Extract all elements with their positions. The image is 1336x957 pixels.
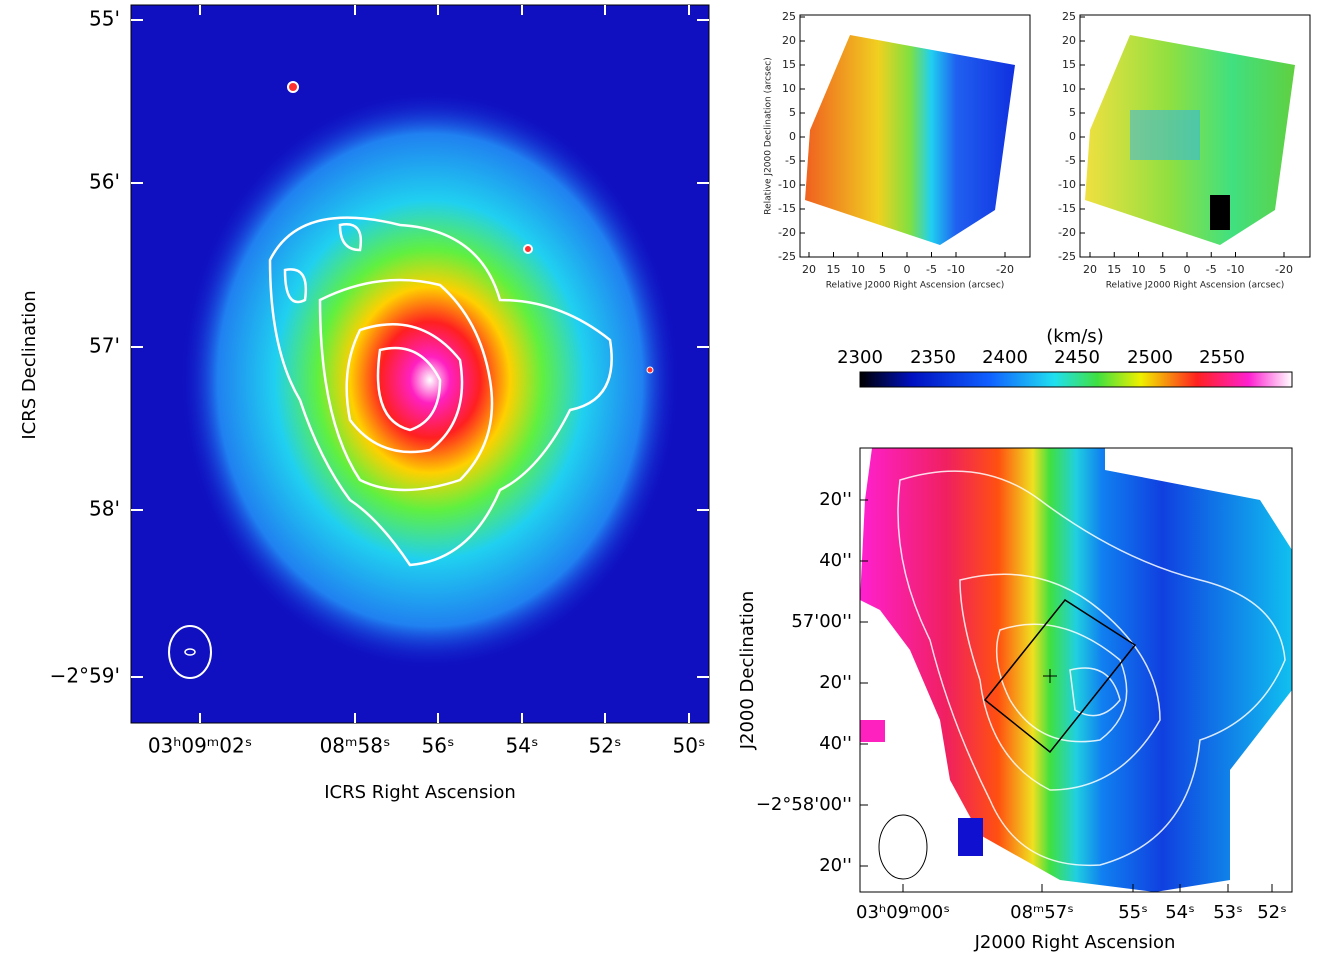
y-tick-label: −2°58'00'' bbox=[756, 794, 852, 815]
y-tick-label: 20'' bbox=[819, 855, 852, 876]
x-axis-label: Relative J2000 Right Ascension (arcsec) bbox=[1106, 281, 1285, 291]
beam bbox=[168, 625, 212, 679]
x-tick-label: 56ˢ bbox=[422, 734, 455, 758]
y-tick-label: 56' bbox=[89, 170, 120, 194]
y-tick-label: -5 bbox=[1065, 154, 1076, 167]
x-tick-label: 54ˢ bbox=[506, 734, 539, 758]
x-axis-label: J2000 Right Ascension bbox=[974, 932, 1176, 953]
x-tick-label: 03ʰ09ᵐ00ˢ bbox=[856, 902, 950, 923]
colorbar bbox=[859, 371, 1293, 388]
y-axis-label: J2000 Declination bbox=[737, 591, 758, 751]
star bbox=[523, 244, 533, 254]
x-tick-label: 03ʰ09ᵐ02ˢ bbox=[148, 734, 252, 758]
y-tick-label: -20 bbox=[1058, 226, 1076, 239]
x-tick-label: 53ˢ bbox=[1213, 902, 1243, 923]
y-tick-label: -20 bbox=[778, 226, 796, 239]
panel-frame bbox=[799, 14, 1031, 258]
y-tick-label: 57' bbox=[89, 334, 120, 358]
colorbar-tick-label: 2500 bbox=[1127, 347, 1173, 368]
x-tick-label: 55ˢ bbox=[1118, 902, 1148, 923]
y-tick-label: 10 bbox=[782, 82, 796, 95]
y-tick-label: 25 bbox=[1062, 10, 1076, 23]
y-tick-label: 57'00'' bbox=[791, 611, 852, 632]
x-tick-label: 15 bbox=[827, 263, 841, 276]
y-tick-label: 40'' bbox=[819, 550, 852, 571]
star bbox=[646, 366, 654, 374]
field-outline bbox=[983, 599, 1137, 754]
y-tick-label: 15 bbox=[782, 58, 796, 71]
x-axis-label: Relative J2000 Right Ascension (arcsec) bbox=[826, 281, 1005, 291]
x-tick-label: 52ˢ bbox=[1257, 902, 1287, 923]
y-tick-label: 0 bbox=[1069, 130, 1076, 143]
panel-frame bbox=[1079, 14, 1311, 258]
x-tick-label: 15 bbox=[1107, 263, 1121, 276]
x-tick-label: 5 bbox=[879, 263, 886, 276]
y-tick-label: 20 bbox=[1062, 34, 1076, 47]
beam-inner bbox=[184, 648, 196, 656]
x-tick-label: 08ᵐ57ˢ bbox=[1010, 902, 1074, 923]
y-tick-label: 5 bbox=[1069, 106, 1076, 119]
y-tick-label: -5 bbox=[785, 154, 796, 167]
x-tick-label: 20 bbox=[802, 263, 816, 276]
y-tick-label: -25 bbox=[1058, 250, 1076, 263]
x-tick-label: -10 bbox=[1227, 263, 1245, 276]
y-tick-label: -10 bbox=[1058, 178, 1076, 191]
y-tick-label: 20 bbox=[782, 34, 796, 47]
x-tick-label: -5 bbox=[1206, 263, 1217, 276]
x-tick-label: -20 bbox=[1275, 263, 1293, 276]
pixel bbox=[860, 720, 885, 742]
pixel bbox=[958, 818, 983, 856]
colorbar-tick-label: 2350 bbox=[910, 347, 956, 368]
x-tick-label: 5 bbox=[1159, 263, 1166, 276]
y-tick-label: -15 bbox=[1058, 202, 1076, 215]
x-tick-label: 0 bbox=[1184, 263, 1191, 276]
colorbar-unit: (km/s) bbox=[1046, 326, 1103, 347]
y-tick-label: 40'' bbox=[819, 733, 852, 754]
colorbar-tick-label: 2450 bbox=[1054, 347, 1100, 368]
x-tick-label: -20 bbox=[996, 263, 1014, 276]
y-tick-label: -10 bbox=[778, 178, 796, 191]
y-tick-label: 15 bbox=[1062, 58, 1076, 71]
x-tick-label: 10 bbox=[851, 263, 865, 276]
y-tick-label: 25 bbox=[782, 10, 796, 23]
y-tick-label: −2°59' bbox=[50, 664, 120, 688]
galaxy bbox=[180, 90, 680, 670]
x-tick-label: -10 bbox=[947, 263, 965, 276]
y-tick-label: 20'' bbox=[819, 672, 852, 693]
center-cross bbox=[1043, 669, 1057, 683]
beam bbox=[878, 814, 928, 880]
contours bbox=[897, 470, 1286, 867]
y-tick-label: 58' bbox=[89, 497, 120, 521]
y-tick-label: 10 bbox=[1062, 82, 1076, 95]
y-tick-label: 20'' bbox=[819, 489, 852, 510]
y-tick-label: 55' bbox=[89, 7, 120, 31]
velocity-map bbox=[860, 448, 1292, 892]
y-tick-label: -15 bbox=[778, 202, 796, 215]
y-axis-label: ICRS Declination bbox=[19, 290, 40, 439]
velocity-map bbox=[805, 35, 1015, 245]
x-tick-label: 08ᵐ58ˢ bbox=[320, 734, 391, 758]
star bbox=[287, 81, 299, 93]
y-tick-label: 5 bbox=[789, 106, 796, 119]
y-axis-label: Relative J2000 Declination (arcsec) bbox=[764, 57, 774, 214]
noise-patch bbox=[1130, 110, 1200, 160]
x-tick-label: -5 bbox=[926, 263, 937, 276]
x-tick-label: 50ˢ bbox=[673, 734, 706, 758]
x-tick-label: 10 bbox=[1132, 263, 1146, 276]
x-tick-label: 0 bbox=[904, 263, 911, 276]
colorbar-tick-label: 2300 bbox=[837, 347, 883, 368]
colorbar-tick-label: 2550 bbox=[1199, 347, 1245, 368]
panel-frame bbox=[859, 447, 1293, 893]
x-axis-label: ICRS Right Ascension bbox=[324, 782, 516, 803]
x-tick-label: 54ˢ bbox=[1165, 902, 1195, 923]
y-tick-label: 0 bbox=[789, 130, 796, 143]
noise-patch bbox=[1210, 195, 1230, 230]
x-tick-label: 52ˢ bbox=[589, 734, 622, 758]
colorbar-tick-label: 2400 bbox=[982, 347, 1028, 368]
contours bbox=[268, 216, 613, 567]
y-tick-label: -25 bbox=[778, 250, 796, 263]
x-tick-label: 20 bbox=[1083, 263, 1097, 276]
